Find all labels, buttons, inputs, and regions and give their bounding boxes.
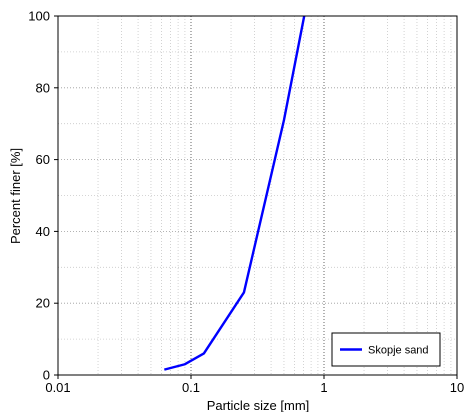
series-line <box>164 15 306 371</box>
y-tick-label: 20 <box>36 296 50 311</box>
legend-label: Skopje sand <box>368 345 429 357</box>
y-tick-label: 80 <box>36 80 50 95</box>
y-axis-title: Percent finer [%] <box>8 148 23 244</box>
x-tick-label: 1 <box>320 380 327 395</box>
plot-frame <box>57 15 458 376</box>
x-tick-label: 0.01 <box>45 380 70 395</box>
axes-layer <box>57 15 458 376</box>
y-tick-label: 100 <box>28 9 50 24</box>
legend: Skopje sand <box>331 332 441 367</box>
x-tick-label: 0.1 <box>182 380 200 395</box>
y-tick-label: 0 <box>43 368 50 383</box>
x-tick-label: 10 <box>450 380 464 395</box>
series-layer <box>164 15 306 371</box>
grid-layer <box>58 16 457 375</box>
y-tick-label: 60 <box>36 152 50 167</box>
y-tick-label: 40 <box>36 224 50 239</box>
x-axis-title: Particle size [mm] <box>207 398 310 412</box>
